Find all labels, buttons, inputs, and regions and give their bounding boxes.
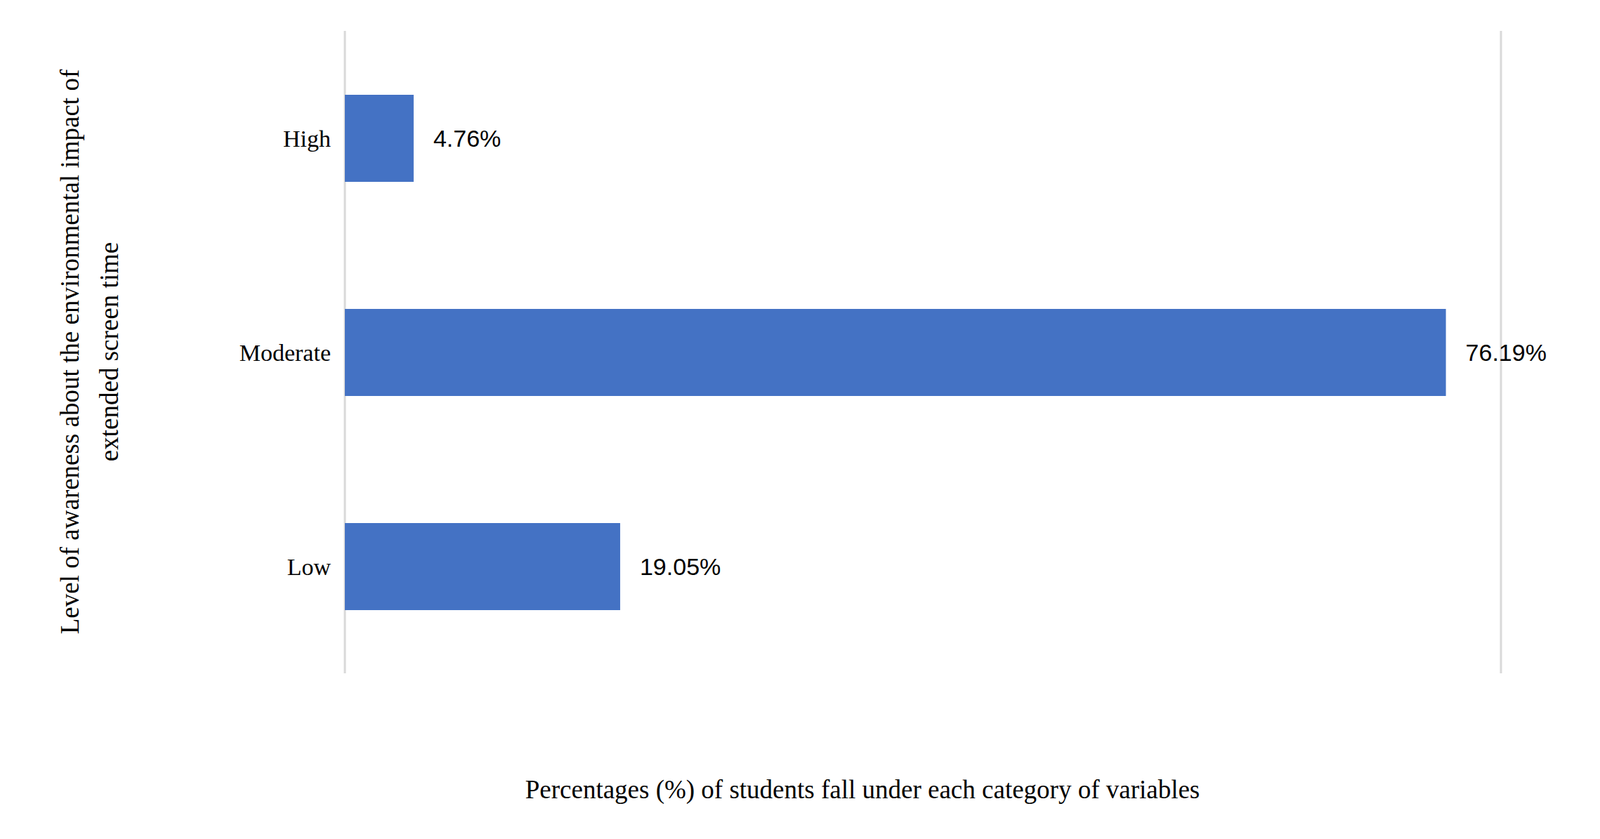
svg-text:19.05%: 19.05% [639,553,721,581]
html-text:Percentages (%) of students fa: Percentages (%) of students fall under e… [525,775,1200,805]
svg-text:4.76%: 4.76% [433,125,501,152]
svg-text:Moderate: Moderate [239,339,331,366]
svg-text:Low: Low [287,554,332,581]
svg-text:76.19%: 76.19% [1465,339,1547,366]
html-text:Level of awareness about the e: Level of awareness about the environment… [55,69,124,635]
svg-text:High: High [283,125,331,152]
